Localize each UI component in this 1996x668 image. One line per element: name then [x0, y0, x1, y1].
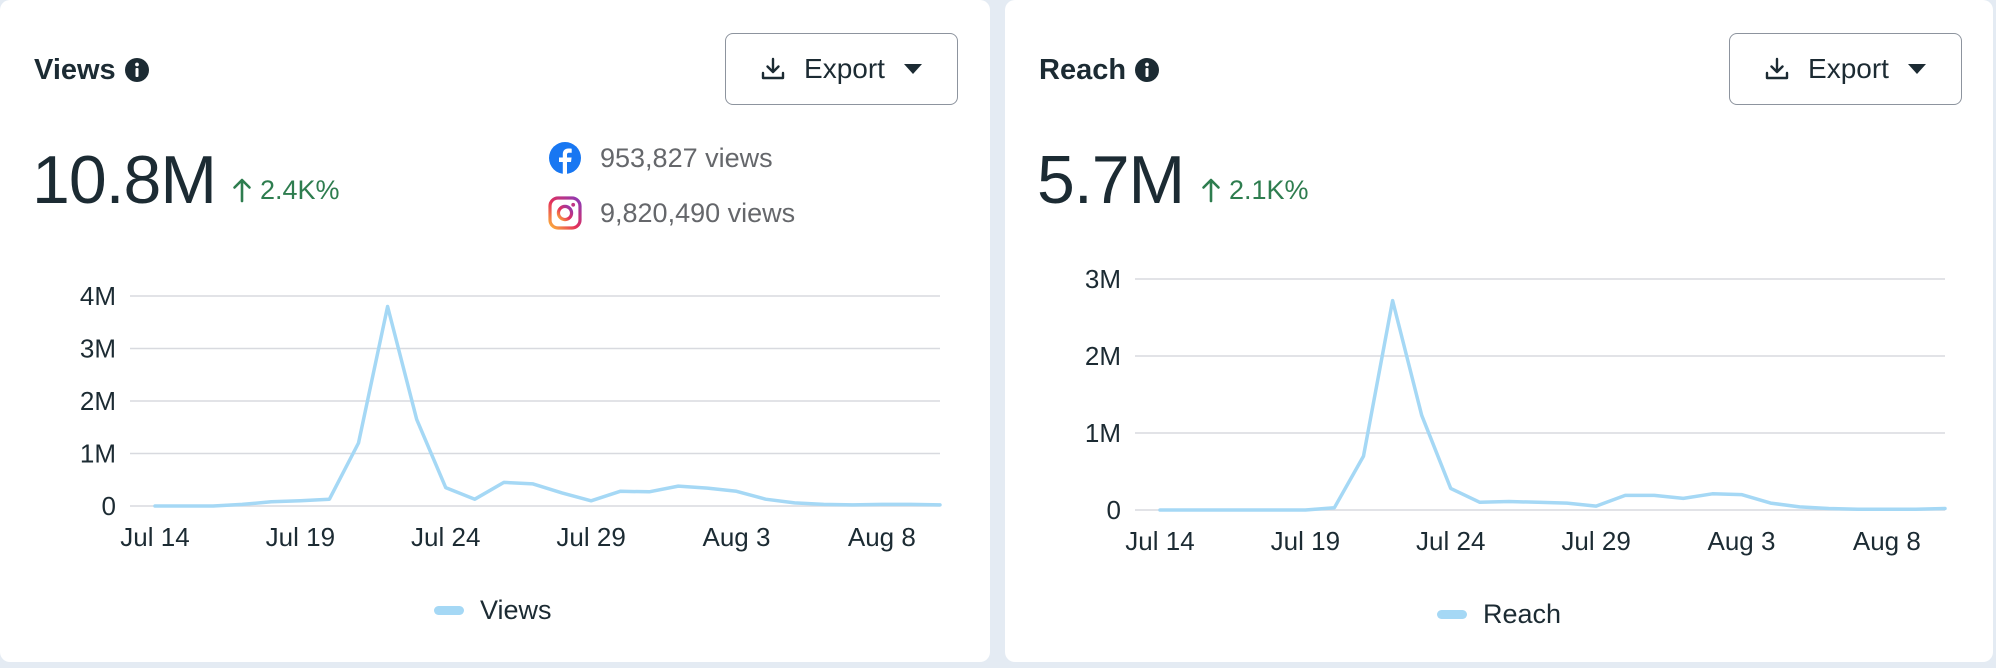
x-tick-label: Jul 29: [556, 522, 625, 552]
x-tick-label: Jul 19: [266, 522, 335, 552]
info-icon[interactable]: [124, 57, 150, 83]
reach-legend: Reach: [1437, 594, 1561, 634]
reach-change: 2.1K%: [1201, 170, 1309, 210]
x-tick-label: Jul 14: [120, 522, 189, 552]
instagram-views-row: 9,820,490 views: [548, 193, 795, 233]
reach-card: Reach Export 5.7M 2.1K% 0 1M 2M 3M Jul 14 Jul…: [1005, 0, 1993, 662]
x-tick-label: Aug 8: [1853, 526, 1921, 556]
x-tick-label: Aug 3: [1708, 526, 1776, 556]
legend-swatch: [1437, 609, 1467, 619]
arrow-up-icon: [233, 178, 251, 203]
views-change: 2.4K%: [232, 170, 340, 210]
y-tick-label: 3M: [80, 334, 116, 364]
export-button[interactable]: Export: [1729, 33, 1962, 105]
y-tick-label: 4M: [80, 281, 116, 311]
views-line-chart: 0 1M 2M 3M 4M Jul 14 Jul 19 Jul 24 Jul 29 Aug 3 Au…: [80, 281, 942, 552]
series-line-views: [153, 304, 942, 508]
series-line-reach: [1158, 298, 1947, 512]
y-tick-label: 1M: [80, 439, 116, 469]
export-button[interactable]: Export: [725, 33, 958, 105]
y-tick-label: 3M: [1085, 264, 1121, 294]
views-card: Views Export 10.8M 2.4K% 953,827 views: [0, 0, 990, 662]
facebook-views-value: 953,827 views: [600, 143, 773, 173]
views-total: 10.8M: [32, 142, 217, 218]
reach-change-value: 2.1K%: [1229, 175, 1309, 205]
reach-legend-label: Reach: [1483, 599, 1562, 629]
x-tick-label: Aug 3: [703, 522, 771, 552]
info-icon[interactable]: [1134, 57, 1160, 83]
export-label: Export: [1808, 53, 1889, 84]
download-icon: [761, 57, 785, 80]
y-tick-label: 1M: [1085, 418, 1121, 448]
caret-down-icon: [1907, 64, 1926, 74]
y-tick-label: 2M: [1085, 341, 1121, 371]
export-label: Export: [804, 53, 885, 84]
views-title: Views: [34, 50, 150, 90]
caret-down-icon: [903, 64, 922, 74]
x-tick-label: Jul 24: [1416, 526, 1485, 556]
y-tick-label: 0: [1107, 495, 1121, 525]
y-tick-label: 0: [102, 491, 116, 521]
reach-title-text: Reach: [1039, 54, 1127, 86]
x-tick-label: Jul 29: [1561, 526, 1630, 556]
instagram-views-value: 9,820,490 views: [600, 198, 796, 228]
facebook-views-row: 953,827 views: [548, 138, 773, 178]
legend-swatch: [434, 605, 464, 615]
views-legend-label: Views: [480, 595, 552, 625]
views-change-value: 2.4K%: [260, 175, 340, 205]
views-title-text: Views: [34, 54, 116, 86]
x-tick-label: Jul 14: [1125, 526, 1194, 556]
download-icon: [1765, 57, 1789, 80]
facebook-icon: [549, 142, 581, 174]
arrow-up-icon: [1202, 178, 1220, 203]
y-tick-label: 2M: [80, 386, 116, 416]
views-legend: Views: [434, 590, 552, 630]
x-tick-label: Jul 24: [411, 522, 480, 552]
instagram-icon: [548, 196, 582, 230]
reach-total: 5.7M: [1037, 142, 1185, 218]
reach-line-chart: 0 1M 2M 3M Jul 14 Jul 19 Jul 24 Jul 29 Aug 3 Aug …: [1085, 264, 1947, 556]
reach-title: Reach: [1039, 50, 1160, 90]
x-tick-label: Aug 8: [848, 522, 916, 552]
x-tick-label: Jul 19: [1271, 526, 1340, 556]
